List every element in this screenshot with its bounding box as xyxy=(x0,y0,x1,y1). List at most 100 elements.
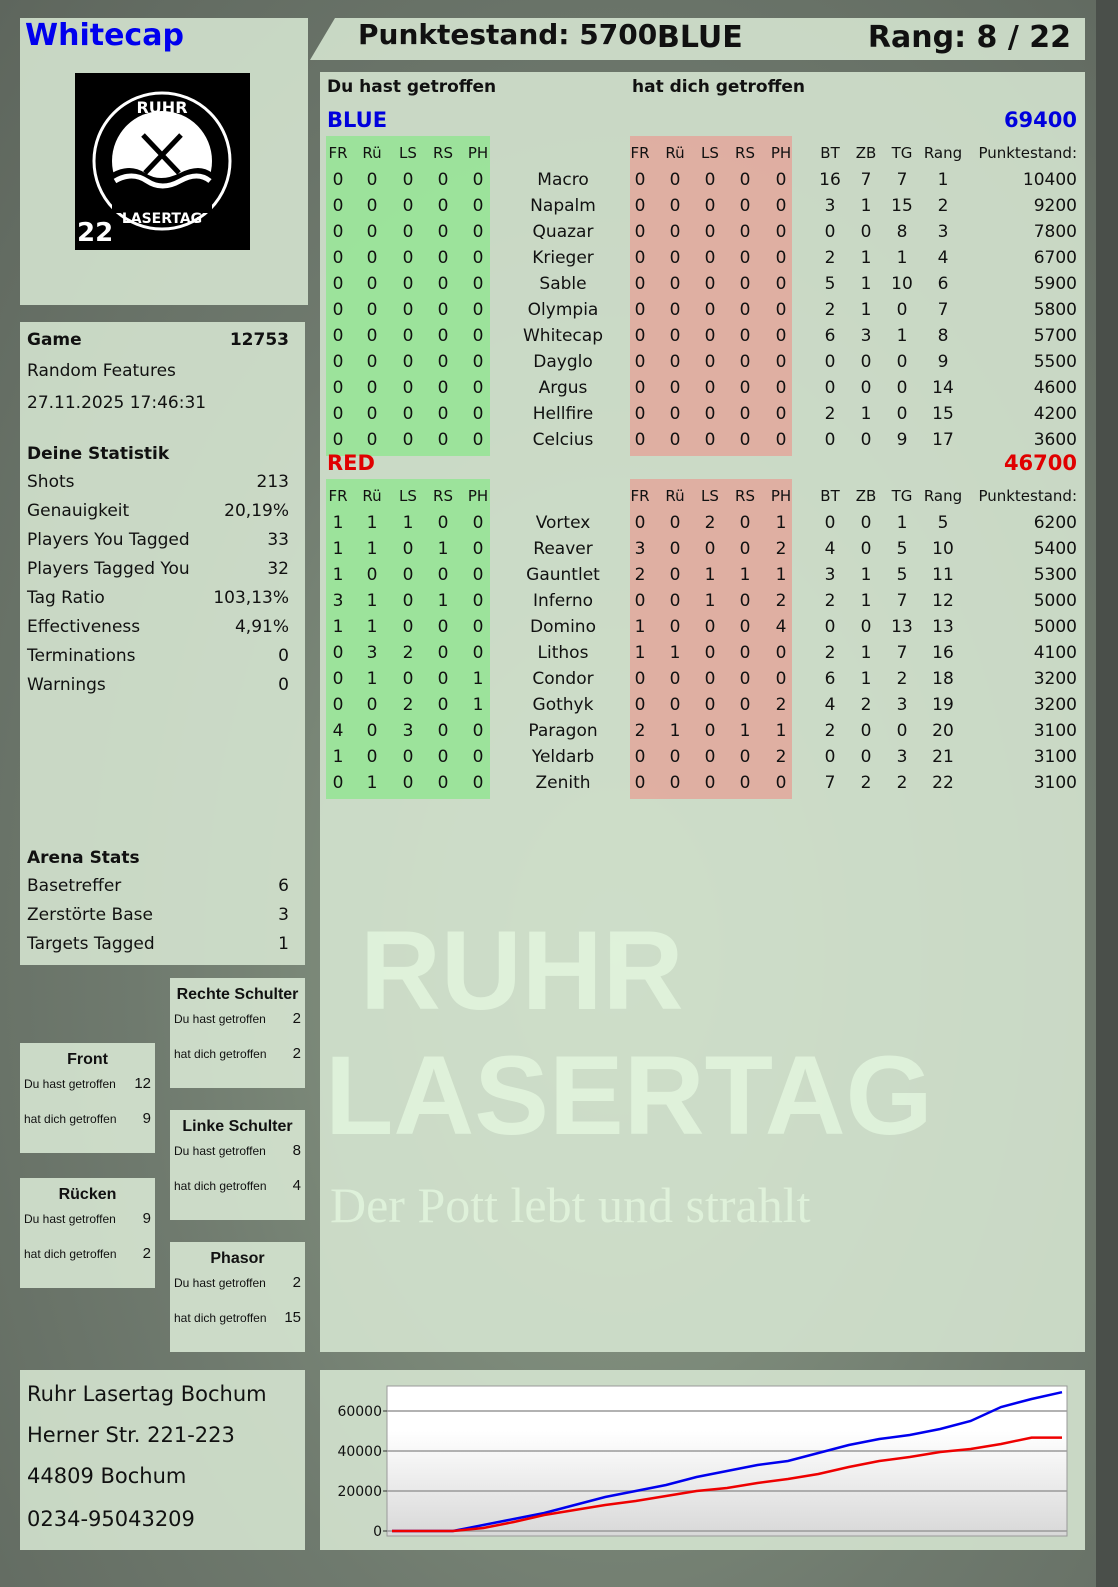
table-cell: 5900 xyxy=(1033,274,1077,294)
table-cell: 0 xyxy=(437,222,449,242)
table-cell: 0 xyxy=(739,539,751,559)
table-cell: 6 xyxy=(824,669,836,689)
table-cell: 3 xyxy=(937,222,949,242)
table-cell: 1 xyxy=(775,513,787,533)
arena-stat-label: Zerstörte Base xyxy=(27,905,153,925)
table-cell: 0 xyxy=(896,300,908,320)
zone-got-label: hat dich getroffen xyxy=(174,1311,267,1325)
table-cell: 0 xyxy=(332,274,344,294)
table-cell: 0 xyxy=(437,747,449,767)
table-cell: 1 xyxy=(860,565,872,585)
table-cell: 0 xyxy=(860,352,872,372)
table-cell: 0 xyxy=(332,248,344,268)
table-cell: 0 xyxy=(634,378,646,398)
table-cell: 1 xyxy=(634,617,646,637)
table-cell: 0 xyxy=(669,196,681,216)
table-cell: 1 xyxy=(860,248,872,268)
table-cell: 0 xyxy=(860,617,872,637)
table-cell: 0 xyxy=(366,747,378,767)
zone-hit-label: Du hast getroffen xyxy=(24,1212,116,1226)
column-header: LS xyxy=(701,144,719,162)
table-cell: 3 xyxy=(824,196,836,216)
table-cell: 0 xyxy=(437,196,449,216)
table-cell: 0 xyxy=(775,222,787,242)
zone-got-label: hat dich getroffen xyxy=(174,1047,267,1061)
table-cell: 0 xyxy=(437,430,449,450)
zone-got-label: hat dich getroffen xyxy=(174,1179,267,1193)
player-name-cell: Condor xyxy=(532,669,594,689)
table-cell: 1 xyxy=(472,695,484,715)
table-cell: 0 xyxy=(739,643,751,663)
score-chart: 0 20000 40000 60000 xyxy=(337,1385,1068,1540)
table-cell: 0 xyxy=(332,222,344,242)
table-cell: 4 xyxy=(332,721,344,741)
table-cell: 0 xyxy=(366,695,378,715)
zone-hit-label: Du hast getroffen xyxy=(174,1144,266,1158)
table-cell: 0 xyxy=(896,721,908,741)
table-cell: 5 xyxy=(824,274,836,294)
column-header: RS xyxy=(735,144,755,162)
hit-by-you-block xyxy=(326,479,490,799)
table-cell: 0 xyxy=(860,513,872,533)
arena-stat-value: 3 xyxy=(278,905,289,925)
team-name: RED xyxy=(327,451,375,475)
table-cell: 16 xyxy=(932,643,954,663)
table-cell: 0 xyxy=(704,747,716,767)
game-id: 12753 xyxy=(229,330,289,350)
table-cell: 0 xyxy=(824,352,836,372)
table-cell: 0 xyxy=(739,170,751,190)
table-cell: 1 xyxy=(366,617,378,637)
table-cell: 0 xyxy=(402,300,414,320)
table-cell: 2 xyxy=(824,721,836,741)
table-cell: 2 xyxy=(775,539,787,559)
table-cell: 1 xyxy=(332,565,344,585)
stat-label: Shots xyxy=(27,472,75,492)
table-cell: 4 xyxy=(824,539,836,559)
column-header: RS xyxy=(735,487,755,505)
table-cell: 4 xyxy=(937,248,949,268)
table-cell: 0 xyxy=(704,170,716,190)
table-cell: 0 xyxy=(366,300,378,320)
table-cell: 1 xyxy=(860,669,872,689)
table-cell: 0 xyxy=(402,404,414,424)
table-cell: 0 xyxy=(704,326,716,346)
table-cell: 0 xyxy=(775,378,787,398)
stat-label: Players Tagged You xyxy=(27,559,190,579)
table-cell: 1 xyxy=(366,539,378,559)
table-cell: 0 xyxy=(775,170,787,190)
hit-zone-rechte-schulter: Rechte Schulter Du hast getroffen 2 hat dic… xyxy=(170,978,305,1088)
table-cell: 0 xyxy=(472,326,484,346)
table-cell: 0 xyxy=(824,222,836,242)
stat-value: 4,91% xyxy=(234,617,289,637)
table-cell: 0 xyxy=(332,170,344,190)
table-cell: 21 xyxy=(932,747,954,767)
column-header: LS xyxy=(701,487,719,505)
stat-label: Warnings xyxy=(27,675,106,695)
table-cell: 1 xyxy=(437,539,449,559)
table-cell: 0 xyxy=(332,326,344,346)
table-cell: 0 xyxy=(704,643,716,663)
zone-title: Phasor xyxy=(210,1250,265,1267)
table-cell: 3 xyxy=(860,326,872,346)
table-cell: 0 xyxy=(669,591,681,611)
venue-city: 44809 Bochum xyxy=(27,1464,187,1488)
table-cell: 0 xyxy=(366,326,378,346)
series-line-1 xyxy=(392,1436,1062,1533)
table-cell: 0 xyxy=(860,721,872,741)
table-cell: 0 xyxy=(437,513,449,533)
table-cell: 1 xyxy=(896,513,908,533)
table-cell: 0 xyxy=(437,565,449,585)
table-cell: 1 xyxy=(860,300,872,320)
table-cell: 0 xyxy=(472,513,484,533)
player-name-cell: Zenith xyxy=(535,773,591,793)
table-cell: 1 xyxy=(704,591,716,611)
table-cell: 1 xyxy=(896,248,908,268)
column-header: Rü xyxy=(362,487,382,505)
table-cell: 11 xyxy=(932,565,954,585)
table-cell: 0 xyxy=(332,695,344,715)
table-cell: 2 xyxy=(775,747,787,767)
column-header: BT xyxy=(820,144,840,162)
table-cell: 0 xyxy=(402,747,414,767)
table-cell: 0 xyxy=(472,643,484,663)
table-cell: 0 xyxy=(669,747,681,767)
